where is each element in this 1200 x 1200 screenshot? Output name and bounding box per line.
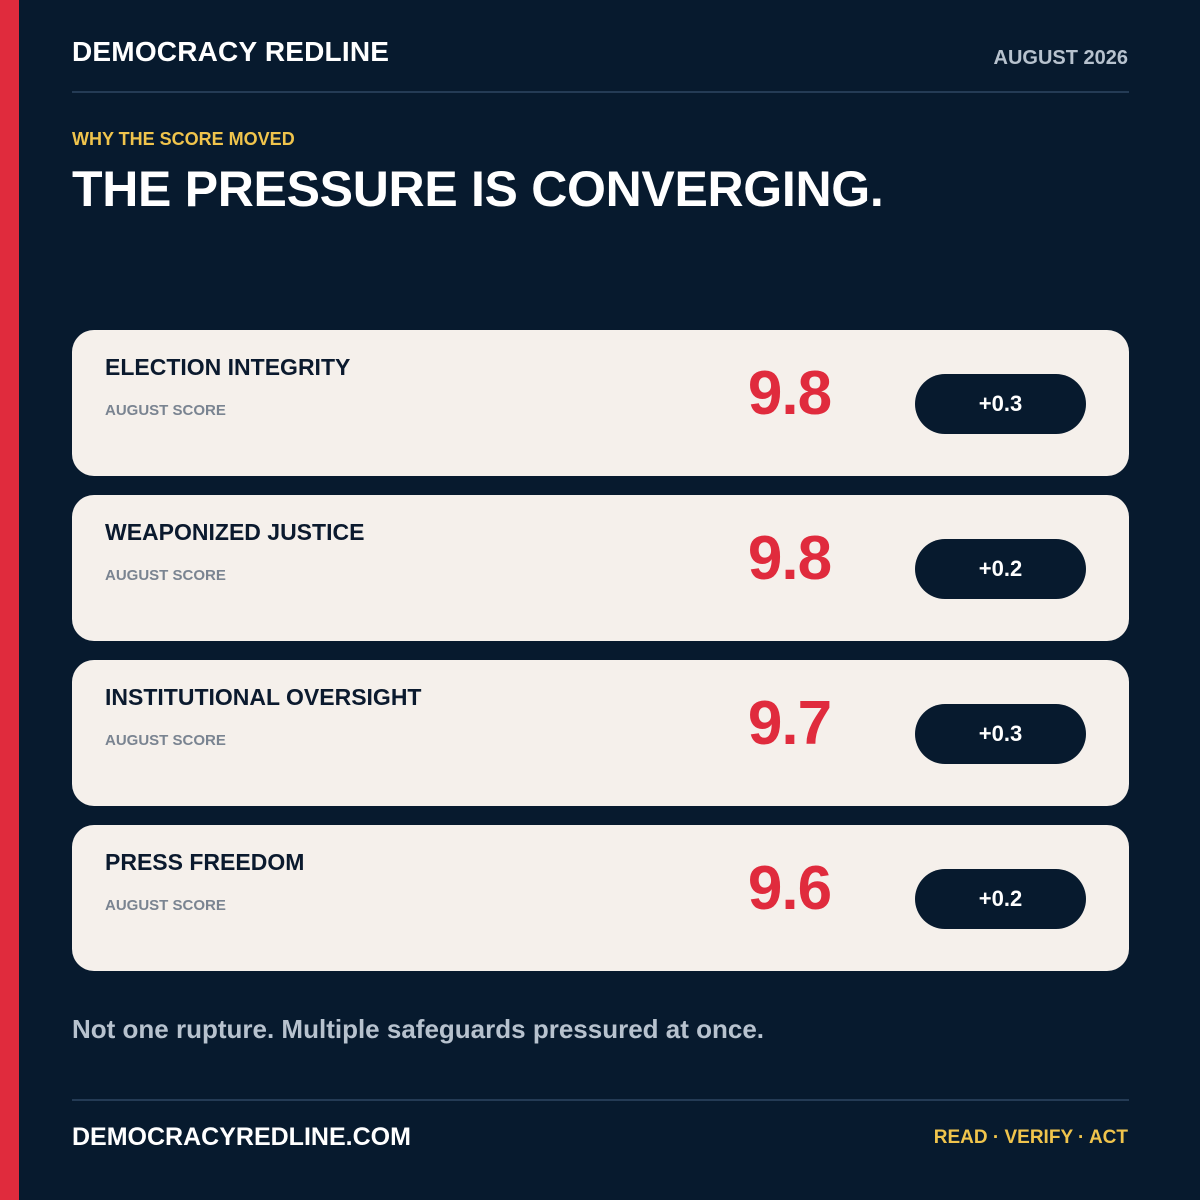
score-card-subtitle: AUGUST SCORE xyxy=(105,897,226,914)
score-card-title: ELECTION INTEGRITY xyxy=(105,354,351,380)
score-card-subtitle: AUGUST SCORE xyxy=(105,567,226,584)
left-accent-bar xyxy=(0,0,19,1200)
score-card-subtitle: AUGUST SCORE xyxy=(105,402,226,419)
score-card-title: WEAPONIZED JUSTICE xyxy=(105,519,365,545)
page-headline: THE PRESSURE IS CONVERGING. xyxy=(72,161,884,217)
score-card-press-freedom: PRESS FREEDOM AUGUST SCORE 9.6 +0.2 xyxy=(72,825,1129,971)
issue-date: AUGUST 2026 xyxy=(993,47,1129,69)
score-card-election-integrity: ELECTION INTEGRITY AUGUST SCORE 9.8 +0.3 xyxy=(72,330,1129,476)
score-change-badge: +0.2 xyxy=(915,539,1086,599)
score-change-badge: +0.3 xyxy=(915,704,1086,764)
brand-title: DEMOCRACY REDLINE xyxy=(72,36,390,67)
score-value: 9.7 xyxy=(747,689,832,758)
score-card-title: INSTITUTIONAL OVERSIGHT xyxy=(105,684,422,710)
footer-divider xyxy=(72,1099,1129,1101)
website-link[interactable]: DEMOCRACYREDLINE.COM xyxy=(72,1123,411,1151)
score-change-badge: +0.2 xyxy=(915,869,1086,929)
section-eyebrow: WHY THE SCORE MOVED xyxy=(72,129,295,149)
header-divider xyxy=(72,91,1129,93)
score-card-institutional-oversight: INSTITUTIONAL OVERSIGHT AUGUST SCORE 9.7… xyxy=(72,660,1129,806)
call-to-action: READ · VERIFY · ACT xyxy=(933,1127,1128,1148)
summary-note: Not one rupture. Multiple safeguards pre… xyxy=(72,1014,765,1044)
score-value: 9.6 xyxy=(747,854,832,923)
score-card-subtitle: AUGUST SCORE xyxy=(105,732,226,749)
score-value: 9.8 xyxy=(747,359,832,428)
score-change-badge: +0.3 xyxy=(915,374,1086,434)
score-card-title: PRESS FREEDOM xyxy=(105,849,305,875)
score-value: 9.8 xyxy=(747,524,832,593)
score-card-weaponized-justice: WEAPONIZED JUSTICE AUGUST SCORE 9.8 +0.2 xyxy=(72,495,1129,641)
